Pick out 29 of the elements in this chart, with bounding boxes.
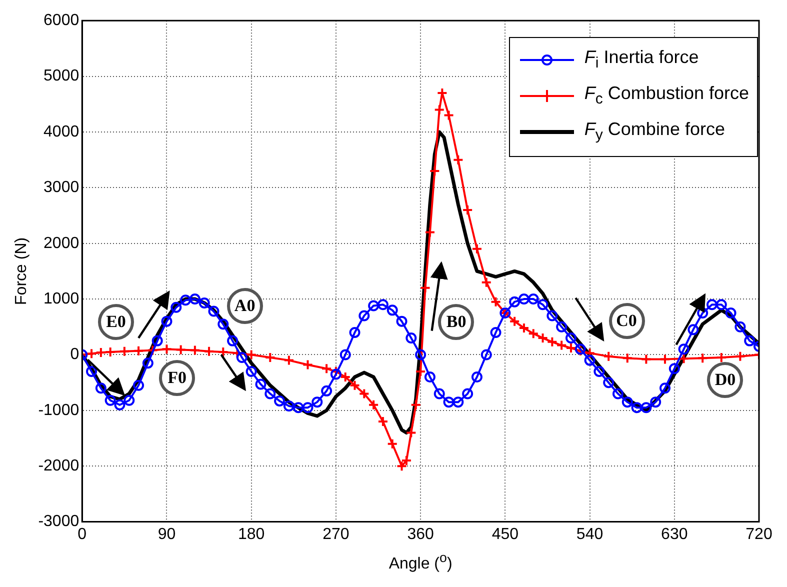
legend-label: F$_{y}$ Combine force: [584, 119, 725, 144]
y-tick-label: 1000: [44, 290, 80, 308]
annotation: C0: [608, 303, 644, 340]
annotation: E0: [98, 304, 134, 340]
x-tick-label: 90: [158, 526, 176, 543]
y-tick-label: -1000: [38, 402, 80, 419]
x-tick-label: 720: [746, 526, 772, 543]
x-tick-label: 360: [407, 526, 434, 543]
annotation: F0: [159, 360, 196, 396]
y-tick-label: -2000: [38, 458, 80, 475]
x-tick-label: 450: [492, 526, 519, 543]
annotation: A0: [226, 288, 263, 324]
x-tick-label: 630: [661, 526, 688, 543]
x-axis-title: Angle ($^{o}$): [388, 550, 454, 574]
y-tick-label: 5000: [44, 68, 80, 85]
y-axis-title: Force (N): [13, 237, 30, 305]
y-tick-label: 4000: [44, 123, 80, 140]
annotation: D0: [707, 362, 744, 398]
y-tick-label: 2000: [44, 234, 80, 252]
y-tick-label: 6000: [44, 12, 80, 30]
y-tick-label: 0: [70, 346, 80, 364]
y-tick-label: 3000: [44, 179, 80, 196]
x-tick-label: 180: [238, 526, 265, 543]
x-tick-label: 540: [576, 526, 604, 543]
x-tick-label: 270: [322, 526, 350, 543]
y-tick-label: -3000: [38, 513, 80, 530]
legend-label: F$_{i}$ Inertia force: [584, 47, 699, 72]
legend-label: F$_{c}$ Combustion force: [584, 83, 749, 108]
annotation: B0: [438, 304, 474, 340]
